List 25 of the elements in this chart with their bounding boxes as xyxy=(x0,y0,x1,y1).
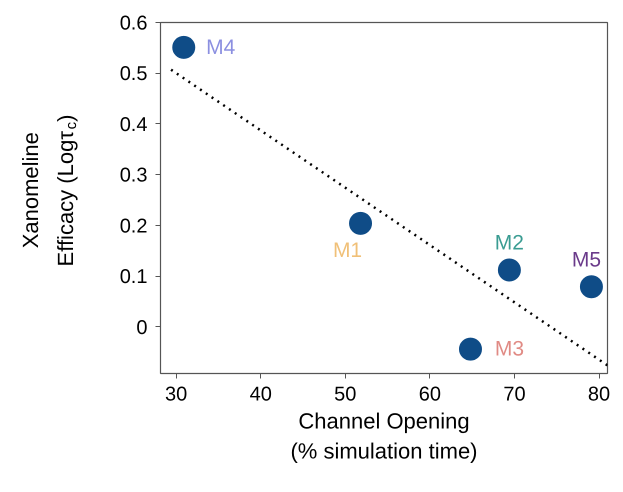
annotation: M3 xyxy=(494,338,524,361)
x-tick-label: 40 xyxy=(250,384,272,406)
y-tick-label: 0.3 xyxy=(120,164,148,187)
y-tick-label: 0.2 xyxy=(120,215,148,238)
x-axis-title: Channel Opening (% simulation time) xyxy=(290,408,478,464)
x-tick-label: 80 xyxy=(588,384,610,406)
y-tick-label: 0.1 xyxy=(120,266,148,288)
y-tick-label: 0.5 xyxy=(120,63,148,86)
annotation: M4 xyxy=(206,36,236,59)
annotation: M1 xyxy=(332,238,362,262)
x-tick-label: 30 xyxy=(165,384,188,406)
point xyxy=(172,36,196,59)
y-axis-title: Xanomeline Efficacy (Logτc) xyxy=(18,114,80,266)
annotation: M2 xyxy=(494,232,524,255)
annotation: M5 xyxy=(572,248,602,272)
x-tick-label: 60 xyxy=(418,384,442,406)
point xyxy=(458,338,482,361)
point xyxy=(580,275,603,298)
point xyxy=(349,212,372,235)
x-tick-label: 50 xyxy=(334,384,356,406)
point xyxy=(498,258,521,282)
y-tick-label: 0.4 xyxy=(120,114,148,136)
y-tick-label: 0 xyxy=(136,316,148,339)
y-tick-label: 0.6 xyxy=(120,12,148,34)
x-tick-label: 70 xyxy=(503,384,526,406)
